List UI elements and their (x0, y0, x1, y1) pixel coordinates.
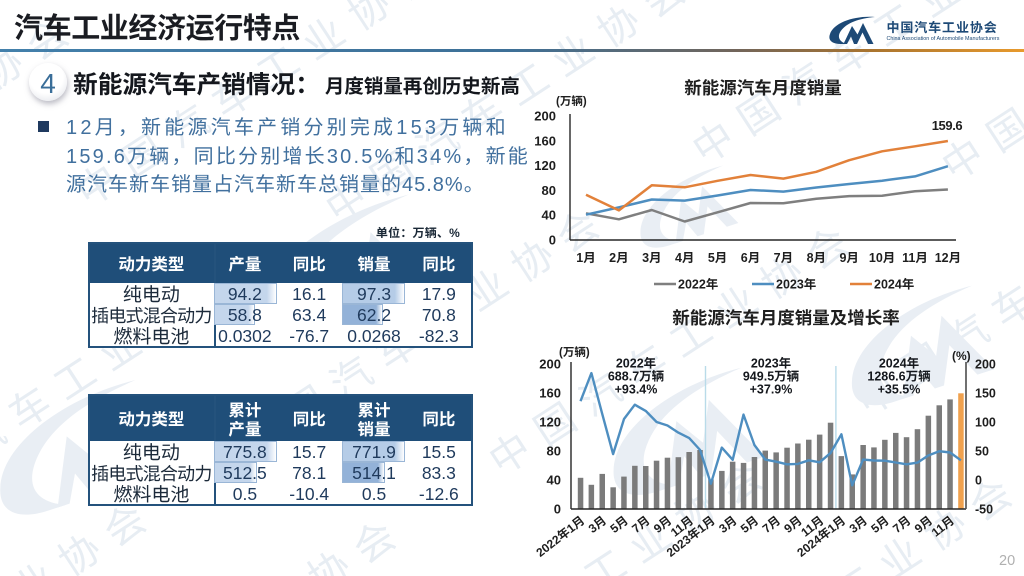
svg-text:50: 50 (975, 441, 989, 460)
svg-text:159.6: 159.6 (932, 115, 963, 134)
svg-text:4月: 4月 (675, 247, 694, 266)
svg-text:160: 160 (534, 130, 556, 149)
svg-text:80: 80 (547, 441, 561, 460)
svg-text:2023年: 2023年 (751, 353, 791, 372)
svg-text:2月: 2月 (609, 247, 628, 266)
svg-text:0: 0 (975, 470, 982, 489)
svg-text:100: 100 (975, 412, 996, 431)
svg-text:(万辆): (万辆) (559, 344, 590, 360)
svg-text:0: 0 (549, 230, 556, 249)
svg-text:200: 200 (975, 354, 996, 373)
svg-text:1286.6万辆: 1286.6万辆 (867, 366, 931, 385)
svg-text:+93.4%: +93.4% (615, 379, 658, 398)
svg-text:80: 80 (542, 180, 556, 199)
svg-text:(万辆): (万辆) (556, 93, 587, 109)
svg-text:120: 120 (539, 412, 561, 431)
svg-text:200: 200 (534, 106, 556, 125)
svg-text:200: 200 (539, 354, 561, 373)
svg-text:11月: 11月 (902, 247, 928, 266)
svg-text:10月: 10月 (869, 247, 895, 266)
svg-text:40: 40 (547, 470, 561, 489)
svg-text:2022年: 2022年 (616, 353, 656, 372)
svg-text:12月: 12月 (935, 247, 961, 266)
svg-text:949.5万辆: 949.5万辆 (743, 366, 800, 385)
svg-text:0: 0 (554, 499, 561, 518)
svg-text:150: 150 (975, 383, 996, 402)
svg-text:11月: 11月 (928, 512, 958, 541)
svg-text:-50: -50 (975, 499, 993, 518)
svg-text:6月: 6月 (741, 247, 760, 266)
svg-text:2023年: 2023年 (776, 274, 816, 293)
svg-text:+37.9%: +37.9% (750, 379, 793, 398)
svg-text:7月: 7月 (774, 247, 793, 266)
svg-text:160: 160 (539, 383, 561, 402)
svg-text:3月: 3月 (642, 247, 661, 266)
svg-text:5月: 5月 (708, 247, 727, 266)
svg-text:2022年1月: 2022年1月 (532, 512, 588, 561)
svg-text:688.7万辆: 688.7万辆 (608, 366, 665, 385)
svg-text:(%): (%) (952, 347, 971, 364)
svg-text:新能源汽车月度销量及增长率: 新能源汽车月度销量及增长率 (672, 305, 900, 330)
svg-text:2024年: 2024年 (874, 274, 914, 293)
svg-text:9月: 9月 (839, 247, 858, 266)
svg-text:8月: 8月 (807, 247, 826, 266)
svg-text:2022年: 2022年 (678, 274, 718, 293)
svg-text:120: 120 (534, 155, 556, 174)
svg-text:2024年: 2024年 (879, 353, 919, 372)
svg-text:新能源汽车月度销量: 新能源汽车月度销量 (684, 75, 842, 100)
svg-text:1月: 1月 (576, 247, 595, 266)
svg-text:40: 40 (542, 205, 556, 224)
svg-text:+35.5%: +35.5% (878, 379, 921, 398)
